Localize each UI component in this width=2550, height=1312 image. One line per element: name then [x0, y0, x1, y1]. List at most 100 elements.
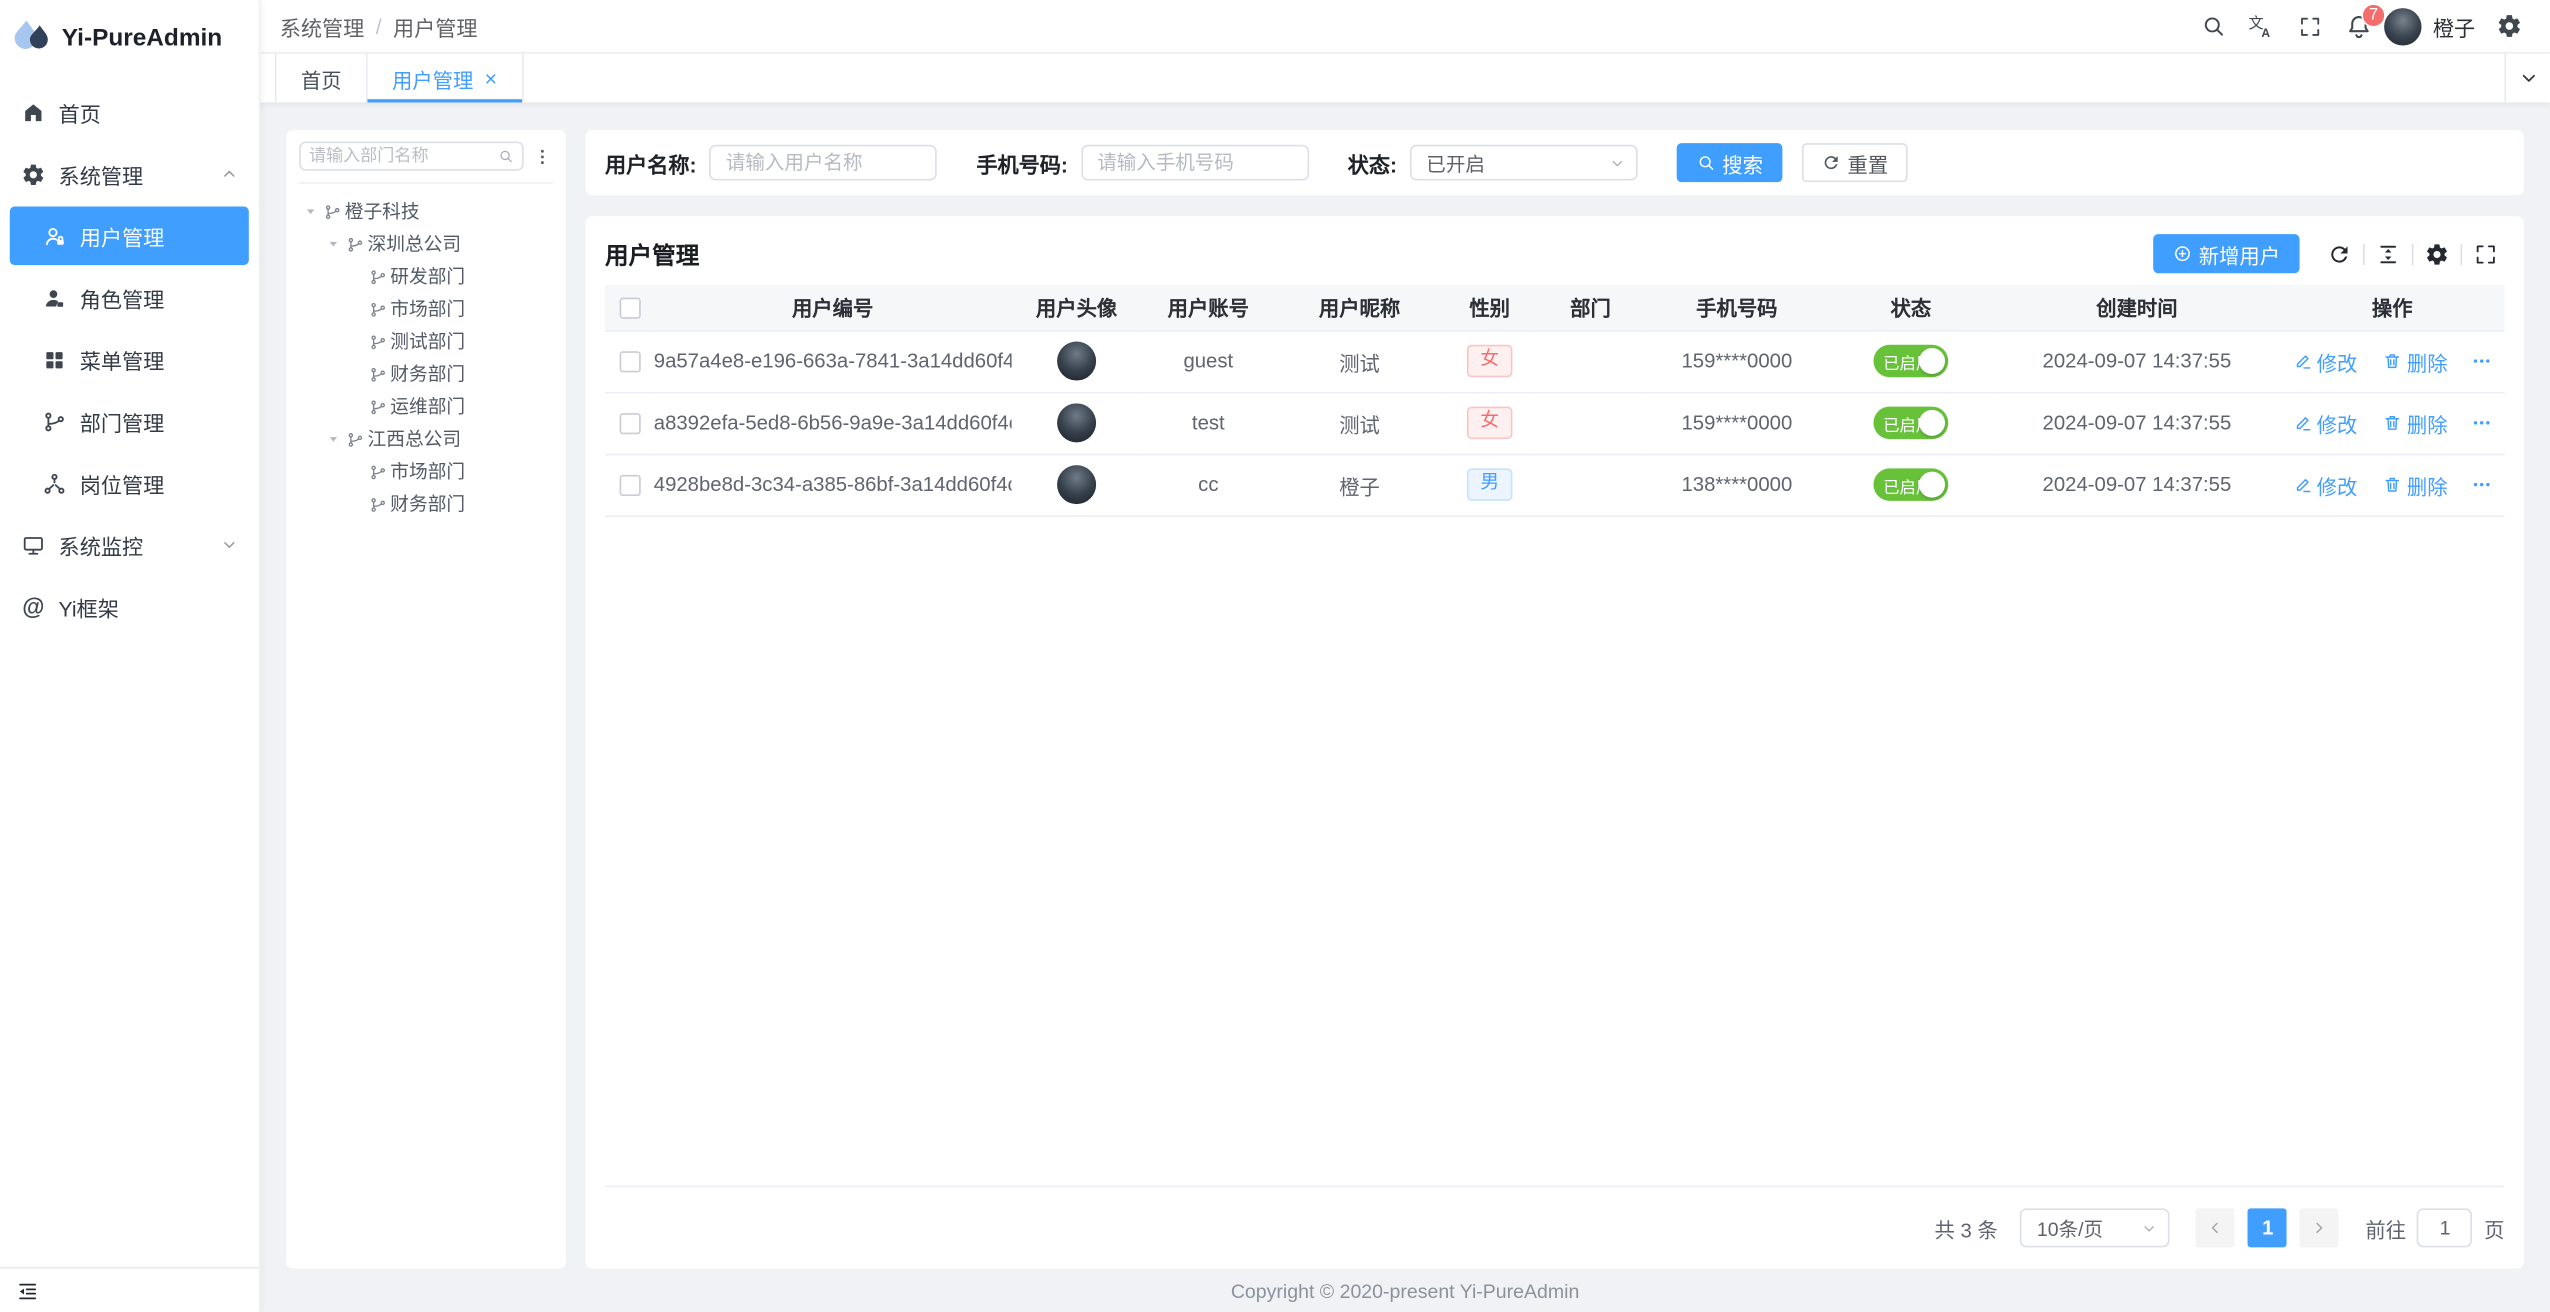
cell-created: 2024-09-07 14:37:55: [1993, 391, 2281, 455]
delete-link[interactable]: 删除: [2383, 407, 2448, 438]
tree-search-box: [299, 141, 524, 171]
sidebar-item-home[interactable]: 首页: [0, 81, 259, 143]
table-empty-space: [605, 516, 2504, 1185]
tree-node-dept[interactable]: 运维部门: [299, 390, 553, 423]
notifications-button[interactable]: 7: [2335, 0, 2386, 53]
caret-down-icon[interactable]: [325, 236, 341, 252]
add-user-button[interactable]: 新增用户: [2153, 234, 2300, 274]
delete-link[interactable]: 删除: [2383, 469, 2448, 500]
reset-button[interactable]: 重置: [1801, 143, 1908, 183]
row-checkbox[interactable]: [618, 475, 640, 497]
edit-link[interactable]: 修改: [2292, 346, 2357, 377]
toolbar-divider: [2362, 243, 2365, 265]
user-avatar[interactable]: [2384, 7, 2422, 45]
sidebar-item-label: Yi框架: [58, 596, 119, 621]
prev-page-button[interactable]: [2196, 1208, 2236, 1248]
column-header-nickname: 用户昵称: [1275, 284, 1445, 331]
sidebar-item-dept-management[interactable]: 部门管理: [0, 390, 259, 452]
tree-node-dept[interactable]: 财务部门: [299, 358, 553, 391]
username-input[interactable]: [709, 144, 938, 181]
sidebar-item-user-management[interactable]: 用户管理: [9, 206, 249, 266]
chevron-down-icon: [220, 535, 240, 555]
more-options-icon[interactable]: [532, 146, 553, 167]
tree-node-branch[interactable]: 深圳总公司: [299, 228, 553, 261]
logo-drop-icon: [11, 16, 53, 58]
next-page-button[interactable]: [2300, 1208, 2340, 1248]
add-user-button-label: 新增用户: [2198, 244, 2281, 268]
tab-label: 用户管理: [391, 69, 474, 92]
phone-input[interactable]: [1080, 144, 1309, 181]
more-actions-button[interactable]: [2470, 473, 2493, 496]
tab-options-button[interactable]: [2504, 53, 2550, 103]
status-toggle[interactable]: 已启用: [1873, 468, 1949, 501]
refresh-table-button[interactable]: [2321, 242, 2358, 266]
sidebar: Yi-PureAdmin 首页 系统管理 用户管理 角色管理 菜单: [0, 0, 261, 1312]
status-toggle[interactable]: 已启用: [1873, 344, 1949, 378]
tree-node-company[interactable]: 橙子科技: [299, 195, 553, 228]
tree-node-dept[interactable]: 测试部门: [299, 325, 553, 358]
settings-button[interactable]: [2485, 0, 2534, 53]
caret-down-icon[interactable]: [302, 203, 318, 219]
row-checkbox[interactable]: [618, 413, 640, 435]
gear-icon: [2425, 242, 2449, 266]
tree-node-branch[interactable]: 江西总公司: [299, 423, 553, 456]
language-button[interactable]: [2238, 0, 2287, 53]
breadcrumb-item-system[interactable]: 系统管理: [279, 15, 365, 40]
collapse-sidebar-icon[interactable]: [16, 1279, 39, 1302]
translate-icon: [2248, 12, 2276, 40]
row-checkbox[interactable]: [618, 351, 640, 373]
ellipsis-icon: [2470, 350, 2493, 373]
branch-icon: [369, 495, 387, 513]
column-settings-button[interactable]: [2418, 242, 2455, 266]
plus-circle-icon: [2173, 244, 2193, 264]
user-name[interactable]: 橙子: [2432, 15, 2476, 40]
close-icon[interactable]: ×: [484, 65, 498, 91]
delete-link[interactable]: 删除: [2383, 346, 2448, 377]
density-button[interactable]: [2369, 242, 2406, 266]
user-avatar: [1057, 403, 1097, 443]
search-button[interactable]: 搜索: [1676, 143, 1783, 183]
header-actions: 7 橙子: [2189, 0, 2534, 53]
edit-link[interactable]: 修改: [2292, 469, 2357, 500]
cell-created: 2024-09-07 14:37:55: [1993, 330, 2281, 393]
sidebar-item-menu-management[interactable]: 菜单管理: [0, 329, 259, 391]
sidebar-item-system-monitor[interactable]: 系统监控: [0, 514, 259, 576]
tree-node-dept[interactable]: 研发部门: [299, 260, 553, 293]
edit-link[interactable]: 修改: [2292, 407, 2357, 438]
table-fullscreen-button[interactable]: [2467, 242, 2504, 266]
select-all-checkbox[interactable]: [618, 297, 640, 319]
caret-down-icon[interactable]: [325, 431, 341, 447]
tree-node-dept[interactable]: 市场部门: [299, 293, 553, 326]
tree-node-dept[interactable]: 财务部门: [299, 488, 553, 521]
notification-badge: 7: [2361, 2, 2386, 27]
status-select[interactable]: 已开启: [1410, 144, 1638, 181]
tab-home[interactable]: 首页: [274, 53, 368, 103]
tree-node-label: 深圳总公司: [367, 235, 462, 256]
search-button[interactable]: [2189, 0, 2238, 53]
more-actions-button[interactable]: [2470, 411, 2493, 434]
fullscreen-button[interactable]: [2287, 0, 2336, 53]
tree-node-dept[interactable]: 市场部门: [299, 455, 553, 488]
page-number-button[interactable]: 1: [2248, 1208, 2288, 1248]
cell-nickname: 测试: [1275, 330, 1445, 393]
cell-account: guest: [1141, 330, 1276, 393]
fullscreen-icon: [2299, 14, 2323, 38]
goto-page-input[interactable]: [2417, 1208, 2473, 1248]
sidebar-item-role-management[interactable]: 角色管理: [0, 267, 259, 329]
fullscreen-icon: [2474, 242, 2498, 266]
more-actions-button[interactable]: [2470, 350, 2493, 373]
tree-node-label: 财务部门: [390, 365, 466, 386]
edit-pencil-icon: [2292, 413, 2312, 433]
sidebar-item-post-management[interactable]: 岗位管理: [0, 452, 259, 514]
sidebar-item-system-management[interactable]: 系统管理: [0, 143, 259, 205]
role-user-icon: [42, 285, 66, 309]
trash-icon: [2383, 351, 2403, 371]
status-label: 状态:: [1347, 152, 1398, 177]
tab-user-management[interactable]: 用户管理 ×: [367, 53, 524, 103]
sidebar-item-yi-framework[interactable]: @ Yi框架: [0, 576, 259, 638]
tree-search-input[interactable]: [308, 146, 498, 166]
breadcrumb: 系统管理 / 用户管理: [280, 11, 478, 42]
goto-label: 前往: [2365, 1218, 2407, 1242]
page-size-select[interactable]: 10条/页: [2020, 1208, 2171, 1248]
status-toggle[interactable]: 已启用: [1873, 406, 1949, 440]
